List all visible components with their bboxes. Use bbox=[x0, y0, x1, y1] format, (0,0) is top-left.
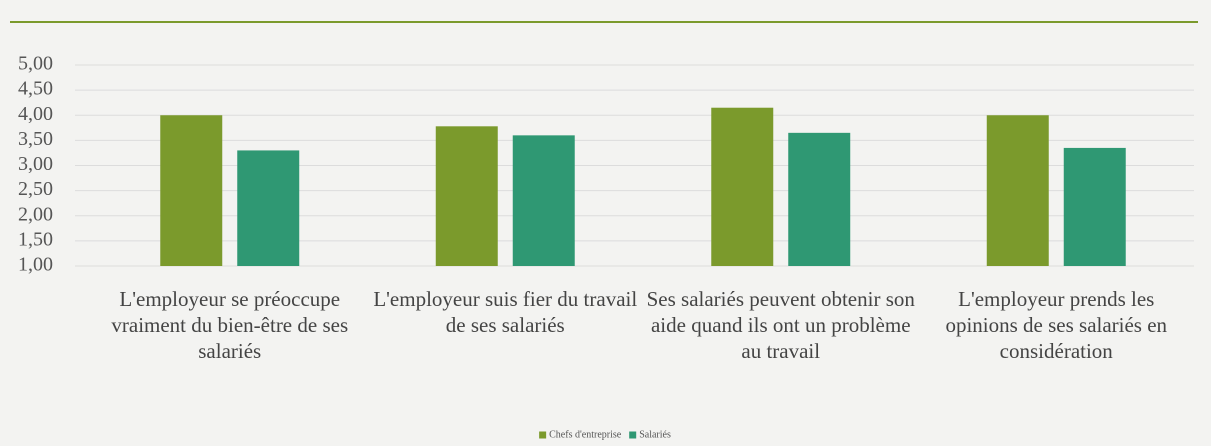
y-tick-label: 2,00 bbox=[18, 203, 53, 225]
bar bbox=[788, 132, 851, 266]
bar bbox=[160, 115, 223, 266]
bar bbox=[237, 150, 300, 266]
x-tick-label: L'employeur prends les opinions de ses s… bbox=[945, 287, 1168, 363]
y-tick-label: 5,00 bbox=[18, 53, 53, 75]
bar bbox=[986, 115, 1049, 266]
x-tick-label: L'employeur se préoccupe vraiment du bie… bbox=[111, 287, 349, 363]
x-tick-label: Ses salariés peuvent obtenir son aide qu… bbox=[646, 287, 915, 363]
y-tick-label: 2,50 bbox=[18, 178, 53, 200]
bar bbox=[1063, 147, 1126, 266]
legend-swatch bbox=[629, 431, 637, 439]
legend-label: Chefs d'entreprise bbox=[549, 429, 622, 440]
legend-label: Salariés bbox=[639, 429, 671, 440]
y-tick-label: 4,00 bbox=[18, 103, 53, 125]
y-tick-label: 1,00 bbox=[18, 254, 53, 276]
legend-swatch bbox=[539, 431, 547, 439]
y-tick-label: 1,50 bbox=[18, 228, 53, 250]
y-tick-label: 3,00 bbox=[18, 153, 53, 175]
y-tick-label: 4,50 bbox=[18, 78, 53, 100]
bar bbox=[711, 107, 774, 267]
y-tick-label: 3,50 bbox=[18, 128, 53, 150]
bar bbox=[512, 135, 575, 266]
bar bbox=[435, 126, 498, 267]
x-tick-label: L'employeur suis fier du travail de ses … bbox=[373, 287, 638, 337]
